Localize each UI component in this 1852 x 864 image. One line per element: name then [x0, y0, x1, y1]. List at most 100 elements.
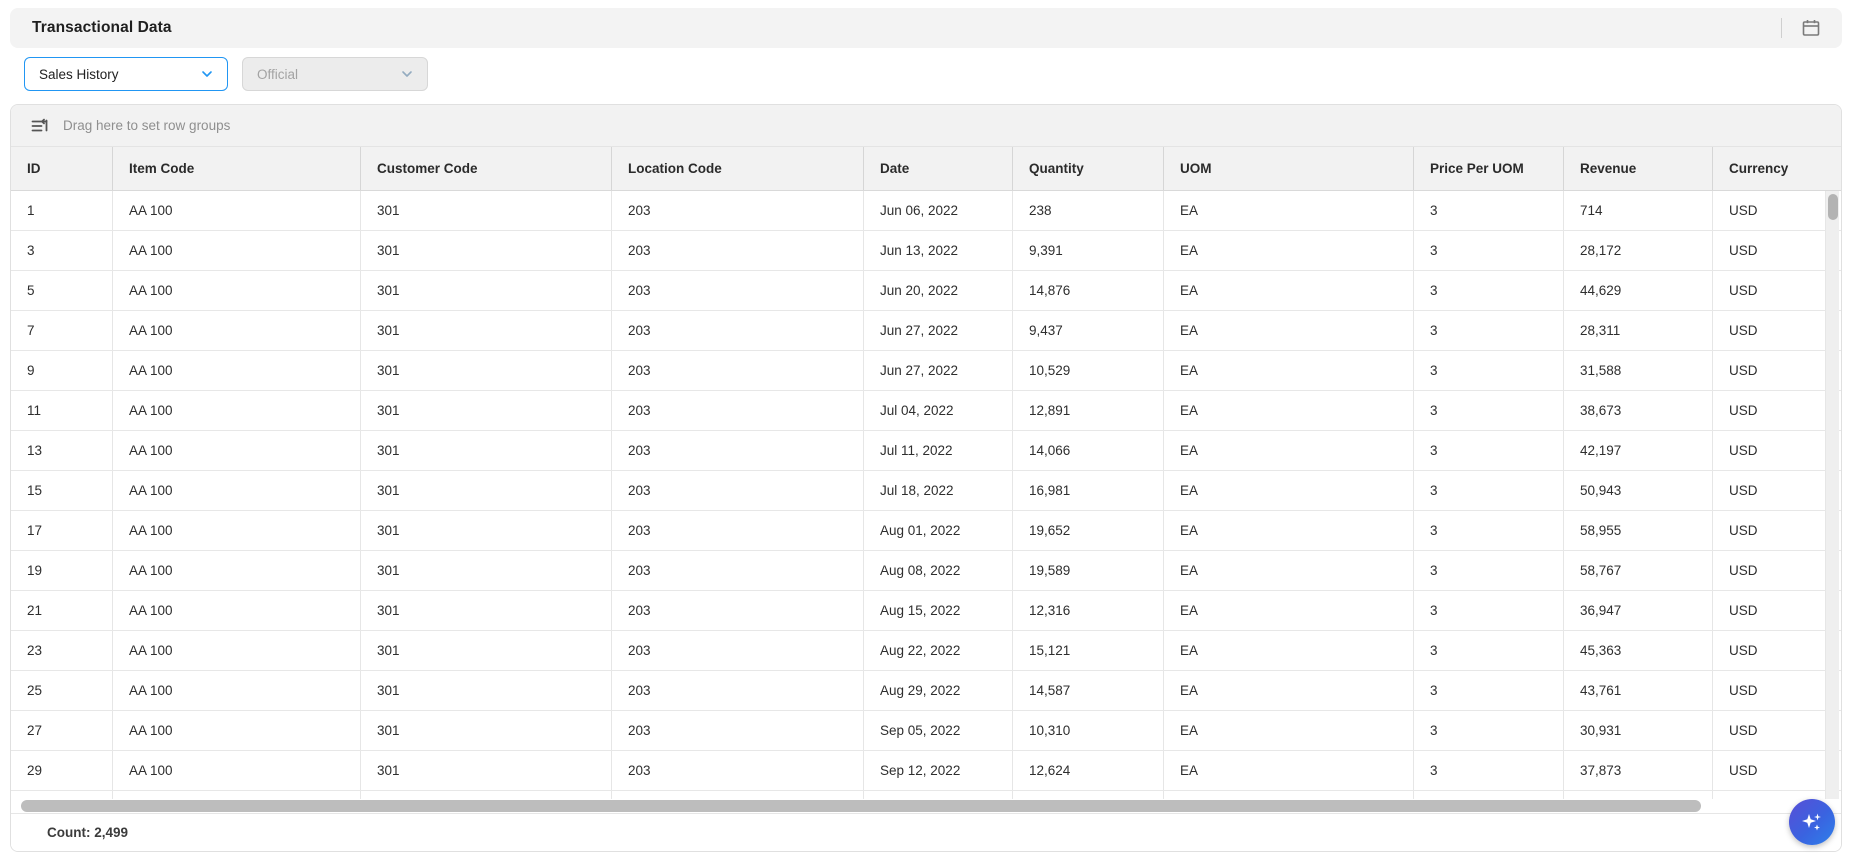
cell-id[interactable]: 5: [11, 271, 113, 310]
cell-price-per-uom[interactable]: [1414, 791, 1564, 799]
cell-uom[interactable]: EA: [1164, 751, 1414, 790]
cell-item-code[interactable]: [113, 791, 361, 799]
cell-item-code[interactable]: AA 100: [113, 471, 361, 510]
cell-quantity[interactable]: 14,066: [1013, 431, 1164, 470]
cell-customer-code[interactable]: 301: [361, 391, 612, 430]
cell-price-per-uom[interactable]: 3: [1414, 711, 1564, 750]
cell-uom[interactable]: EA: [1164, 191, 1414, 230]
column-header-price-per-uom[interactable]: Price Per UOM: [1414, 147, 1564, 190]
table-row[interactable]: 17 AA 100 301 203 Aug 01, 2022 19,652 EA 3 58,95…: [11, 511, 1841, 551]
cell-revenue[interactable]: [1564, 791, 1713, 799]
cell-price-per-uom[interactable]: 3: [1414, 271, 1564, 310]
table-row[interactable]: 25 AA 100 301 203 Aug 29, 2022 14,587 EA 3 43,76…: [11, 671, 1841, 711]
cell-id[interactable]: 25: [11, 671, 113, 710]
cell-quantity[interactable]: 16,981: [1013, 471, 1164, 510]
cell-customer-code[interactable]: 301: [361, 511, 612, 550]
horizontal-scrollbar[interactable]: [11, 799, 1841, 813]
cell-date[interactable]: Jul 11, 2022: [864, 431, 1013, 470]
cell-id[interactable]: 17: [11, 511, 113, 550]
cell-price-per-uom[interactable]: 3: [1414, 591, 1564, 630]
table-row[interactable]: 27 AA 100 301 203 Sep 05, 2022 10,310 EA 3 30,93…: [11, 711, 1841, 751]
cell-date[interactable]: Jun 20, 2022: [864, 271, 1013, 310]
cell-location-code[interactable]: 203: [612, 511, 864, 550]
cell-price-per-uom[interactable]: 3: [1414, 231, 1564, 270]
cell-quantity[interactable]: 10,529: [1013, 351, 1164, 390]
cell-date[interactable]: Jun 06, 2022: [864, 191, 1013, 230]
vertical-scrollbar-thumb[interactable]: [1827, 194, 1838, 220]
cell-item-code[interactable]: AA 100: [113, 351, 361, 390]
cell-item-code[interactable]: AA 100: [113, 671, 361, 710]
cell-location-code[interactable]: 203: [612, 271, 864, 310]
cell-date[interactable]: Aug 22, 2022: [864, 631, 1013, 670]
cell-quantity[interactable]: 12,316: [1013, 591, 1164, 630]
cell-customer-code[interactable]: 301: [361, 271, 612, 310]
cell-price-per-uom[interactable]: 3: [1414, 511, 1564, 550]
cell-customer-code[interactable]: 301: [361, 631, 612, 670]
cell-location-code[interactable]: 203: [612, 391, 864, 430]
cell-location-code[interactable]: 203: [612, 711, 864, 750]
cell-id[interactable]: 27: [11, 711, 113, 750]
cell-uom[interactable]: EA: [1164, 711, 1414, 750]
cell-quantity[interactable]: 10,310: [1013, 711, 1164, 750]
cell-item-code[interactable]: AA 100: [113, 231, 361, 270]
cell-revenue[interactable]: 38,673: [1564, 391, 1713, 430]
cell-item-code[interactable]: AA 100: [113, 431, 361, 470]
cell-customer-code[interactable]: 301: [361, 591, 612, 630]
cell-uom[interactable]: EA: [1164, 631, 1414, 670]
cell-id[interactable]: 19: [11, 551, 113, 590]
ai-assistant-fab[interactable]: [1789, 799, 1835, 845]
table-row[interactable]: 15 AA 100 301 203 Jul 18, 2022 16,981 EA 3 50,94…: [11, 471, 1841, 511]
cell-uom[interactable]: EA: [1164, 271, 1414, 310]
column-header-customer-code[interactable]: Customer Code: [361, 147, 612, 190]
table-row-partial[interactable]: [11, 791, 1841, 799]
horizontal-scrollbar-thumb[interactable]: [21, 800, 1701, 812]
cell-uom[interactable]: EA: [1164, 311, 1414, 350]
column-header-revenue[interactable]: Revenue: [1564, 147, 1713, 190]
cell-date[interactable]: Aug 01, 2022: [864, 511, 1013, 550]
cell-quantity[interactable]: [1013, 791, 1164, 799]
cell-item-code[interactable]: AA 100: [113, 271, 361, 310]
cell-date[interactable]: Aug 29, 2022: [864, 671, 1013, 710]
cell-id[interactable]: 15: [11, 471, 113, 510]
cell-quantity[interactable]: 14,876: [1013, 271, 1164, 310]
cell-price-per-uom[interactable]: 3: [1414, 351, 1564, 390]
cell-id[interactable]: 3: [11, 231, 113, 270]
cell-customer-code[interactable]: 301: [361, 311, 612, 350]
cell-location-code[interactable]: 203: [612, 231, 864, 270]
cell-date[interactable]: Jun 13, 2022: [864, 231, 1013, 270]
cell-item-code[interactable]: AA 100: [113, 191, 361, 230]
cell-revenue[interactable]: 58,955: [1564, 511, 1713, 550]
cell-price-per-uom[interactable]: 3: [1414, 391, 1564, 430]
cell-date[interactable]: Jul 18, 2022: [864, 471, 1013, 510]
table-row[interactable]: 21 AA 100 301 203 Aug 15, 2022 12,316 EA 3 36,94…: [11, 591, 1841, 631]
cell-revenue[interactable]: 28,311: [1564, 311, 1713, 350]
cell-id[interactable]: [11, 791, 113, 799]
cell-revenue[interactable]: 28,172: [1564, 231, 1713, 270]
cell-customer-code[interactable]: [361, 791, 612, 799]
cell-quantity[interactable]: 12,891: [1013, 391, 1164, 430]
cell-currency[interactable]: USD: [1713, 511, 1826, 550]
cell-customer-code[interactable]: 301: [361, 231, 612, 270]
cell-revenue[interactable]: 31,588: [1564, 351, 1713, 390]
cell-location-code[interactable]: 203: [612, 591, 864, 630]
cell-customer-code[interactable]: 301: [361, 191, 612, 230]
column-header-item-code[interactable]: Item Code: [113, 147, 361, 190]
cell-id[interactable]: 13: [11, 431, 113, 470]
cell-location-code[interactable]: [612, 791, 864, 799]
cell-price-per-uom[interactable]: 3: [1414, 671, 1564, 710]
calendar-button[interactable]: [1796, 13, 1826, 43]
cell-quantity[interactable]: 14,587: [1013, 671, 1164, 710]
cell-currency[interactable]: USD: [1713, 711, 1826, 750]
vertical-scrollbar[interactable]: [1826, 191, 1839, 799]
cell-id[interactable]: 21: [11, 591, 113, 630]
cell-currency[interactable]: USD: [1713, 311, 1826, 350]
cell-date[interactable]: Jun 27, 2022: [864, 311, 1013, 350]
cell-revenue[interactable]: 45,363: [1564, 631, 1713, 670]
cell-uom[interactable]: EA: [1164, 551, 1414, 590]
cell-date[interactable]: Sep 12, 2022: [864, 751, 1013, 790]
column-header-location-code[interactable]: Location Code: [612, 147, 864, 190]
cell-date[interactable]: Aug 15, 2022: [864, 591, 1013, 630]
cell-customer-code[interactable]: 301: [361, 711, 612, 750]
cell-item-code[interactable]: AA 100: [113, 591, 361, 630]
table-row[interactable]: 1 AA 100 301 203 Jun 06, 2022 238 EA 3 714 USD: [11, 191, 1841, 231]
